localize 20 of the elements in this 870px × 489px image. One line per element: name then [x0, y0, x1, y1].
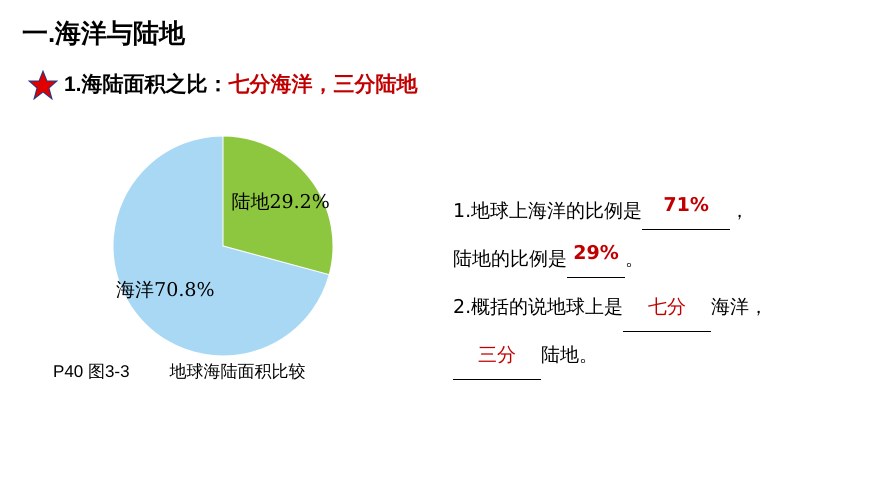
- text: ，: [730, 200, 750, 222]
- text: 陆地。: [541, 344, 598, 366]
- text: 1.地球上海洋的比例是: [453, 200, 642, 222]
- pie-slice: [112, 136, 330, 356]
- text: 。: [625, 248, 644, 270]
- chart-subtitle: 1.海陆面积之比：: [64, 73, 229, 96]
- text: 71%: [642, 182, 730, 230]
- text: 七分海洋，三分陆地: [228, 73, 418, 96]
- text: 三分: [453, 332, 541, 380]
- text: 2.概括的说地球上是: [453, 296, 624, 318]
- chart-title: 一.海洋与陆地: [22, 17, 186, 50]
- text: 地球海陆面积比较: [170, 362, 306, 381]
- text: 陆地的比例是: [453, 248, 567, 270]
- text: P40 图3-3: [53, 362, 130, 381]
- slice-label: 陆地: [231, 190, 270, 213]
- text: 海洋，: [711, 296, 768, 318]
- text: 29%: [567, 230, 625, 278]
- slice-label: 海洋: [116, 279, 154, 302]
- text: 七分: [623, 284, 712, 332]
- data-label: 70.8%: [154, 279, 215, 302]
